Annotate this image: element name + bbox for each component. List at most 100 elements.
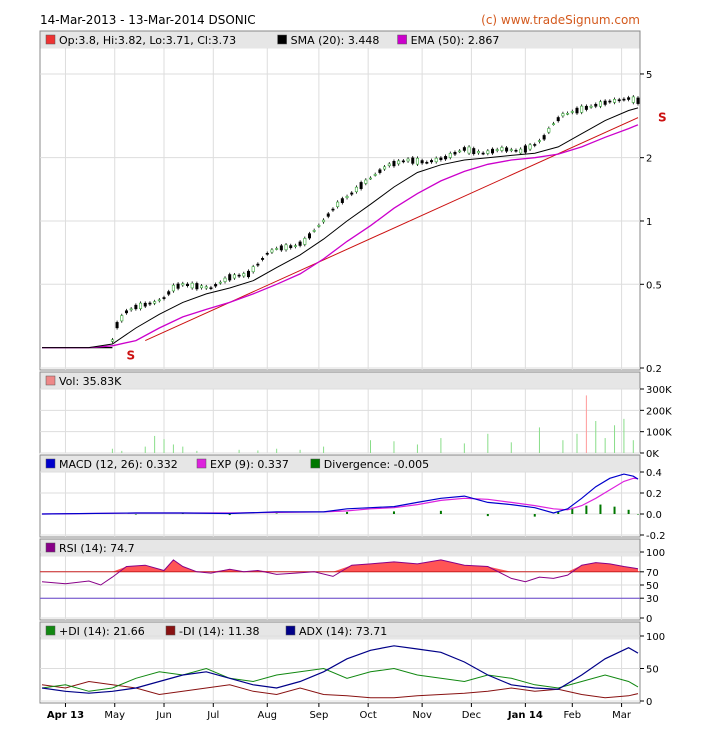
candle-body <box>261 258 265 260</box>
candle-body <box>552 123 556 126</box>
candle-body <box>556 117 560 122</box>
candle-body <box>228 274 232 281</box>
candle-body <box>359 182 363 189</box>
candle-body <box>476 151 480 154</box>
legend-strip <box>40 31 640 49</box>
legend-swatch <box>45 625 56 636</box>
candle-body <box>584 105 588 110</box>
legend-label: Op:3.8, Hi:3.82, Lo:3.71, Cl:3.73 <box>59 34 236 47</box>
y-tick-label: 2 <box>646 154 652 165</box>
candle-body <box>195 283 199 290</box>
x-tick-label: Nov <box>412 710 432 721</box>
legend-label: Vol: 35.83K <box>59 375 122 388</box>
copyright-text: (c) www.tradeSignum.com <box>481 13 640 27</box>
candle-body <box>495 149 499 151</box>
panel-volume: 300K 200K 100K 0K Vol: 35.83K <box>39 371 672 460</box>
candle-body <box>378 169 382 173</box>
y-tick-label: 50 <box>646 581 659 592</box>
candle-body <box>420 160 424 164</box>
candle-body <box>617 99 621 102</box>
y-tick-label: 0.2 <box>646 364 662 375</box>
candle-body <box>275 248 279 250</box>
candle-body <box>505 147 509 152</box>
legend-swatch <box>285 625 296 636</box>
candle-body <box>392 160 396 167</box>
y-tick-label: 0K <box>646 449 659 460</box>
candle-body <box>481 152 485 155</box>
candle-body <box>528 144 532 150</box>
legend-label: MACD (12, 26): 0.332 <box>59 458 178 471</box>
candle-body <box>345 196 349 198</box>
legend-swatch <box>45 375 56 386</box>
legend-strip <box>40 372 640 390</box>
x-tick-label: Aug <box>257 710 277 721</box>
candle-body <box>401 160 405 163</box>
legend-label: EXP (9): 0.337 <box>210 458 289 471</box>
legend-label: -DI (14): 11.38 <box>179 625 259 638</box>
legend-label: +DI (14): 21.66 <box>59 625 145 638</box>
macd-line <box>41 473 639 515</box>
candle-body <box>298 241 302 246</box>
panel-rsi: 100 70 50 30 0 RSI (14): 74.7 <box>39 538 665 625</box>
candle-body <box>430 160 434 163</box>
candle-body <box>542 135 546 140</box>
candle-body <box>322 219 326 223</box>
y-tick-label: -0.2 <box>646 531 666 542</box>
candle-body <box>157 299 161 302</box>
legend-swatch <box>165 625 176 636</box>
candle-body <box>406 158 410 162</box>
candle-body <box>279 245 283 251</box>
candle-body <box>519 148 523 154</box>
candle-body <box>603 100 607 105</box>
candle-body <box>237 274 241 277</box>
legend-swatch <box>45 34 56 45</box>
x-tick-label: Oct <box>360 710 377 721</box>
candle-body <box>453 152 457 155</box>
candle-body <box>425 161 429 164</box>
y-tick-label: 300K <box>646 385 672 396</box>
x-tick-label: Jun <box>155 710 172 721</box>
candle-body <box>594 103 598 107</box>
candle-body <box>364 179 368 184</box>
candle-body <box>561 113 565 117</box>
candle-body <box>218 281 222 284</box>
y-tick-label: 70 <box>646 568 659 579</box>
candle-body <box>608 100 612 103</box>
panel-frame <box>39 30 641 371</box>
candle-body <box>115 322 119 329</box>
candle-body <box>284 244 288 251</box>
y-tick-label: 30 <box>646 594 659 605</box>
candle-body <box>312 230 316 232</box>
candle-body <box>467 146 471 154</box>
candle-body <box>232 274 236 279</box>
candle-body <box>200 285 204 289</box>
candle-body <box>462 147 466 151</box>
x-tick-label: Jul <box>206 710 219 721</box>
candle-body <box>613 99 617 103</box>
candle-body <box>331 208 335 211</box>
candle-body <box>317 225 321 227</box>
legend-swatch <box>45 458 56 469</box>
candle-body <box>566 112 570 115</box>
candle-body <box>491 148 495 154</box>
candle-body <box>214 284 218 287</box>
y-tick-label: 0.2 <box>646 489 662 500</box>
x-tick-label: Jan 14 <box>507 710 543 721</box>
legend-label: ADX (14): 73.71 <box>299 625 387 638</box>
candle-body <box>537 140 541 142</box>
candle-body <box>514 149 518 152</box>
y-tick-label: 0 <box>646 614 652 625</box>
legend-strip <box>40 622 640 640</box>
candle-body <box>293 245 297 247</box>
candle-body <box>509 149 513 151</box>
x-tick-label: Apr 13 <box>47 710 84 721</box>
plus-di-line <box>41 667 639 692</box>
candle-body <box>120 315 124 322</box>
candle-body <box>134 304 138 310</box>
candle-body <box>209 287 213 290</box>
candle-body <box>251 266 255 273</box>
x-tick-label: Sep <box>309 710 328 721</box>
signal-marker: S <box>658 111 667 125</box>
candle-body <box>622 98 626 101</box>
adx-line <box>41 645 639 694</box>
